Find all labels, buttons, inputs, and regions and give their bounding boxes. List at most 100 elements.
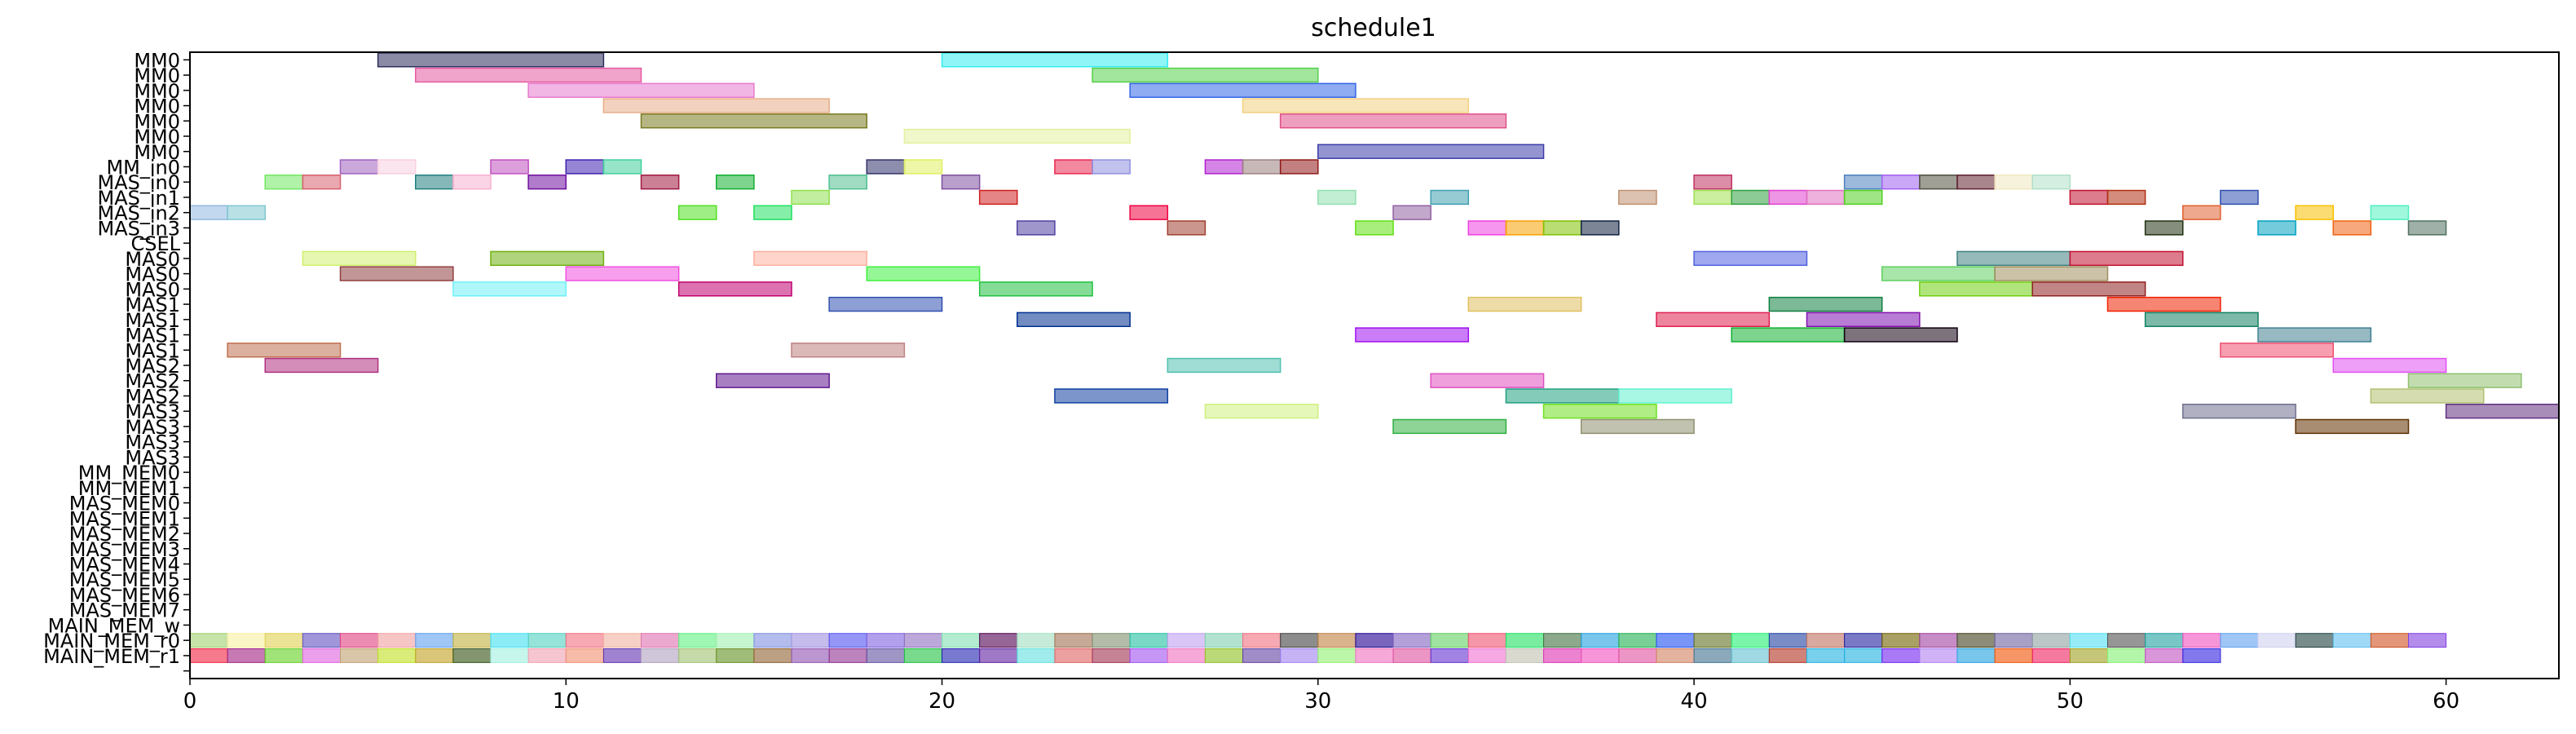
- mem-access-bar: [2145, 648, 2184, 663]
- mem-access-bar: [1731, 648, 1770, 663]
- x-tick-label: 40: [1681, 689, 1708, 714]
- task-bars: [189, 52, 2560, 663]
- task-bar: [2106, 296, 2221, 312]
- task-bar: [2407, 220, 2447, 236]
- mem-access-bar: [1543, 633, 1582, 648]
- task-bar: [1167, 220, 1206, 236]
- mem-access-bar: [377, 633, 417, 648]
- mem-access-bar: [1092, 648, 1131, 663]
- mem-access-bar: [1768, 648, 1807, 663]
- mem-access-bar: [415, 648, 454, 663]
- mem-access-bar: [1129, 648, 1168, 663]
- task-bar: [2181, 205, 2221, 220]
- task-bar: [1204, 404, 1319, 419]
- task-bar: [1355, 327, 1470, 343]
- task-bar: [490, 250, 605, 267]
- task-bar: [1768, 189, 1808, 206]
- task-bar: [2069, 250, 2184, 267]
- task-bar: [2144, 220, 2184, 236]
- row-label: MAIN_MEM_w: [48, 614, 180, 637]
- task-bar: [828, 175, 868, 190]
- mem-access-bar: [828, 633, 867, 648]
- row-label: MAS3: [125, 400, 180, 423]
- task-bar: [1054, 159, 1093, 175]
- task-bar: [1279, 113, 1507, 129]
- x-tick-label: 30: [1304, 689, 1331, 714]
- mem-access-bar: [1280, 648, 1319, 663]
- mem-access-bar: [1919, 633, 1958, 648]
- mem-access-bar: [1467, 648, 1506, 663]
- row-label: MAS_MEM0: [69, 493, 180, 515]
- row-label: MAS_MEM2: [69, 523, 180, 546]
- task-bar: [1618, 189, 1657, 206]
- task-bar: [1731, 327, 1846, 343]
- x-tick-label: 0: [183, 689, 197, 714]
- mem-access-bar: [1581, 648, 1620, 663]
- row-label: MM0: [134, 64, 180, 87]
- row-label: MAIN_MEM_r0: [43, 630, 180, 652]
- row-label: MM0: [134, 95, 180, 118]
- mem-access-bar: [490, 648, 529, 663]
- task-bar: [339, 266, 454, 281]
- task-bar: [1542, 404, 1657, 419]
- task-bar: [2069, 189, 2109, 206]
- row-label: MAS_MEM7: [69, 599, 180, 622]
- task-bar: [1693, 175, 1732, 190]
- task-bar: [2370, 205, 2410, 220]
- mem-access-bar: [1618, 648, 1657, 663]
- mem-access-bar: [753, 633, 792, 648]
- mem-access-bar: [1355, 633, 1394, 648]
- task-bar: [903, 128, 1131, 144]
- task-bar: [1505, 220, 1545, 236]
- row-label: MAS1: [125, 339, 180, 362]
- mem-access-bar: [866, 633, 905, 648]
- row-label: MAS0: [125, 248, 180, 271]
- mem-access-bar: [1806, 633, 1846, 648]
- mem-access-bar: [1204, 648, 1244, 663]
- mem-access-bar: [452, 648, 492, 663]
- mem-access-bar: [1956, 633, 1996, 648]
- mem-access-bar: [1505, 633, 1545, 648]
- mem-access-bar: [2069, 633, 2108, 648]
- mem-access-bar: [903, 633, 943, 648]
- mem-access-bar: [1129, 633, 1168, 648]
- x-tick-label: 20: [929, 689, 955, 714]
- task-bar: [527, 82, 755, 99]
- mem-access-bar: [1017, 633, 1056, 648]
- mem-access-bar: [1092, 633, 1131, 648]
- task-bar: [377, 159, 417, 175]
- task-bar: [2220, 343, 2334, 358]
- task-bar: [2407, 373, 2522, 388]
- row-label: MAS3: [125, 446, 180, 469]
- mem-access-bar: [565, 633, 604, 648]
- mem-access-bar: [1543, 648, 1582, 663]
- mem-access-bar: [1280, 633, 1319, 648]
- mem-access-bar: [1054, 648, 1093, 663]
- mem-access-bar: [1806, 648, 1846, 663]
- task-bar: [1656, 312, 1771, 327]
- mem-access-bar: [189, 633, 228, 648]
- mem-access-bar: [866, 648, 905, 663]
- task-bar: [490, 159, 529, 175]
- mem-access-bar: [1242, 648, 1281, 663]
- task-bar: [2332, 220, 2372, 236]
- mem-access-bar: [1768, 633, 1807, 648]
- mem-access-bar: [1693, 633, 1732, 648]
- task-bar: [227, 343, 342, 358]
- row-label: MAS1: [125, 294, 180, 316]
- mem-access-bar: [227, 648, 266, 663]
- task-bar: [602, 159, 642, 175]
- task-bar: [1242, 98, 1470, 113]
- mem-access-bar: [1656, 633, 1695, 648]
- task-bar: [1843, 175, 1883, 190]
- task-bar: [2445, 404, 2560, 419]
- mem-access-bar: [1392, 648, 1431, 663]
- mem-access-bar: [415, 633, 454, 648]
- row-label: MAS2: [125, 370, 180, 393]
- task-bar: [302, 175, 342, 190]
- task-bar: [791, 343, 906, 358]
- task-bar: [1806, 312, 1921, 327]
- row-label: MM0: [134, 126, 180, 148]
- task-bar: [978, 281, 1093, 297]
- x-axis-ticks: 0 10 20 30 40 50 60: [183, 679, 2459, 714]
